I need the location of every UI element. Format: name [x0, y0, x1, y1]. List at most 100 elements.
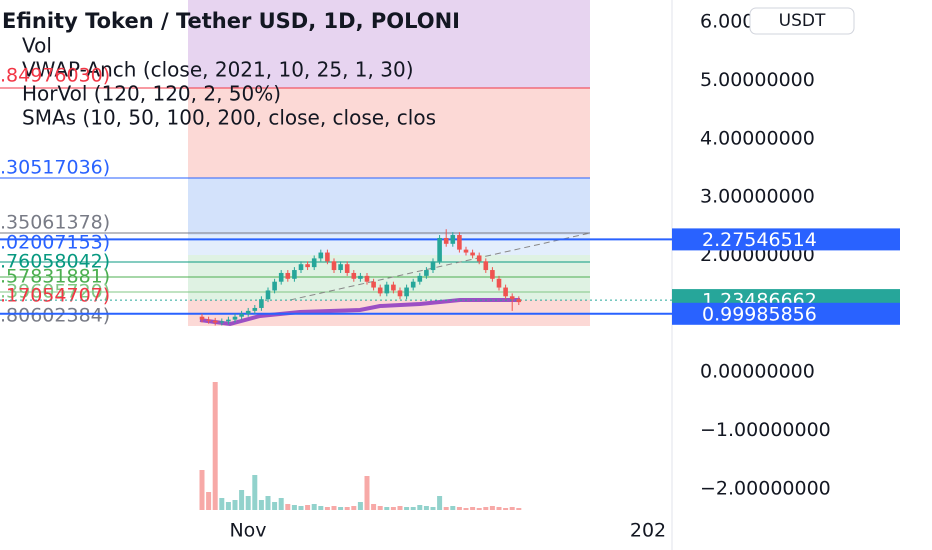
- candle-body: [410, 281, 416, 288]
- candle-body: [371, 281, 376, 288]
- candle-body: [450, 235, 456, 244]
- candle-body: [490, 270, 495, 279]
- candle-body: [437, 237, 442, 262]
- volume-bar: [338, 507, 344, 510]
- candle-body: [377, 287, 383, 294]
- x-tick-label: Nov: [229, 520, 266, 542]
- volume-bar: [285, 504, 291, 510]
- candle-body: [470, 252, 475, 256]
- volume-bar: [324, 507, 330, 510]
- candle-body: [358, 275, 363, 279]
- currency-badge[interactable]: [749, 7, 855, 35]
- candle-body: [364, 275, 370, 282]
- candle-body: [278, 272, 284, 282]
- candle-body: [212, 320, 218, 323]
- indicator-label: VWAP-Anch (close, 2021, 10, 25, 1, 30): [22, 58, 414, 82]
- candle-body: [404, 287, 409, 297]
- volume-bar: [245, 496, 251, 510]
- candle-body: [311, 258, 317, 268]
- candle-body: [245, 310, 251, 314]
- x-tick-label: 202: [630, 520, 666, 542]
- candle-body: [503, 287, 508, 297]
- y-tick-label: 4.00000000: [700, 127, 815, 149]
- volume-bar: [430, 507, 436, 510]
- volume-bar: [423, 506, 429, 510]
- candle-body: [391, 284, 396, 291]
- candle-body: [226, 319, 231, 322]
- candle-body: [463, 249, 469, 253]
- candle-body: [305, 264, 310, 268]
- candle-body: [331, 261, 337, 271]
- candle-body: [483, 261, 489, 271]
- volume-bar: [272, 502, 278, 510]
- volume-bar: [311, 504, 317, 510]
- candle-body: [351, 272, 357, 279]
- price-tag: [672, 228, 900, 251]
- volume-bar: [318, 506, 324, 510]
- candle-body: [232, 316, 238, 320]
- volume-bar: [371, 504, 377, 510]
- candle-body: [318, 252, 324, 259]
- volume-bar: [225, 502, 231, 510]
- y-tick-label: 0.00000000: [700, 361, 815, 383]
- level-label: .80602384): [0, 305, 110, 327]
- candle-body: [476, 255, 482, 262]
- candle-body: [516, 299, 522, 303]
- zone: [188, 235, 590, 255]
- volume-bar: [410, 507, 416, 510]
- level-label: .35061378): [0, 212, 110, 234]
- candle-body: [338, 264, 343, 271]
- volume-bar: [404, 507, 410, 510]
- volume-bar: [463, 508, 469, 510]
- price-tag-label: 0.99985856: [702, 303, 817, 325]
- y-tick-label: 5.00000000: [700, 69, 815, 91]
- candle-body: [496, 278, 502, 288]
- price-tag-label: 2.27546514: [702, 229, 817, 251]
- trend-line: [289, 232, 591, 301]
- level-label: .17054707): [0, 285, 110, 307]
- zone: [188, 88, 590, 178]
- volume-bar: [291, 505, 297, 510]
- volume-bar: [265, 496, 271, 510]
- volume-bar: [351, 506, 357, 510]
- level-label: .57831881): [0, 266, 110, 288]
- indicator-label: SMAs (10, 50, 100, 200, close, close, cl…: [22, 106, 436, 130]
- candle-body: [443, 237, 449, 244]
- level-label: .39605720): [0, 281, 110, 303]
- volume-bar: [199, 470, 205, 510]
- volume-bar: [278, 498, 284, 510]
- volume-bar: [258, 500, 264, 510]
- candle-body: [325, 252, 330, 262]
- candle-body: [272, 281, 277, 291]
- volume-bar: [206, 492, 212, 510]
- indicator-label: Vol: [22, 34, 52, 58]
- y-tick-label: 3.00000000: [700, 186, 815, 208]
- volume-bar: [377, 506, 383, 510]
- candle-body: [417, 275, 423, 282]
- volume-bar: [298, 506, 304, 510]
- volume-bar: [417, 505, 423, 510]
- candle-body: [430, 261, 436, 271]
- y-tick-label: −2.00000000: [700, 477, 831, 499]
- candle-body: [252, 307, 258, 311]
- candle-body: [259, 299, 264, 308]
- level-label: .30517036): [0, 157, 110, 179]
- volume-bar: [232, 500, 238, 510]
- candle-body: [397, 290, 403, 297]
- volume-bar: [397, 506, 403, 510]
- volume-bar: [239, 490, 245, 510]
- candle-body: [384, 284, 390, 294]
- volume-bar: [503, 508, 509, 510]
- volume-bar: [252, 475, 258, 510]
- volume-bar: [219, 498, 225, 510]
- vwap-line: [199, 298, 520, 327]
- zone: [188, 0, 590, 88]
- volume-bar: [357, 502, 363, 510]
- indicator-label: HorVol (120, 120, 2, 50%): [22, 82, 281, 106]
- volume-bar: [331, 506, 337, 510]
- candle-body: [206, 319, 211, 321]
- volume-bar: [496, 507, 502, 510]
- candle-body: [424, 270, 429, 276]
- candle-body: [457, 235, 462, 250]
